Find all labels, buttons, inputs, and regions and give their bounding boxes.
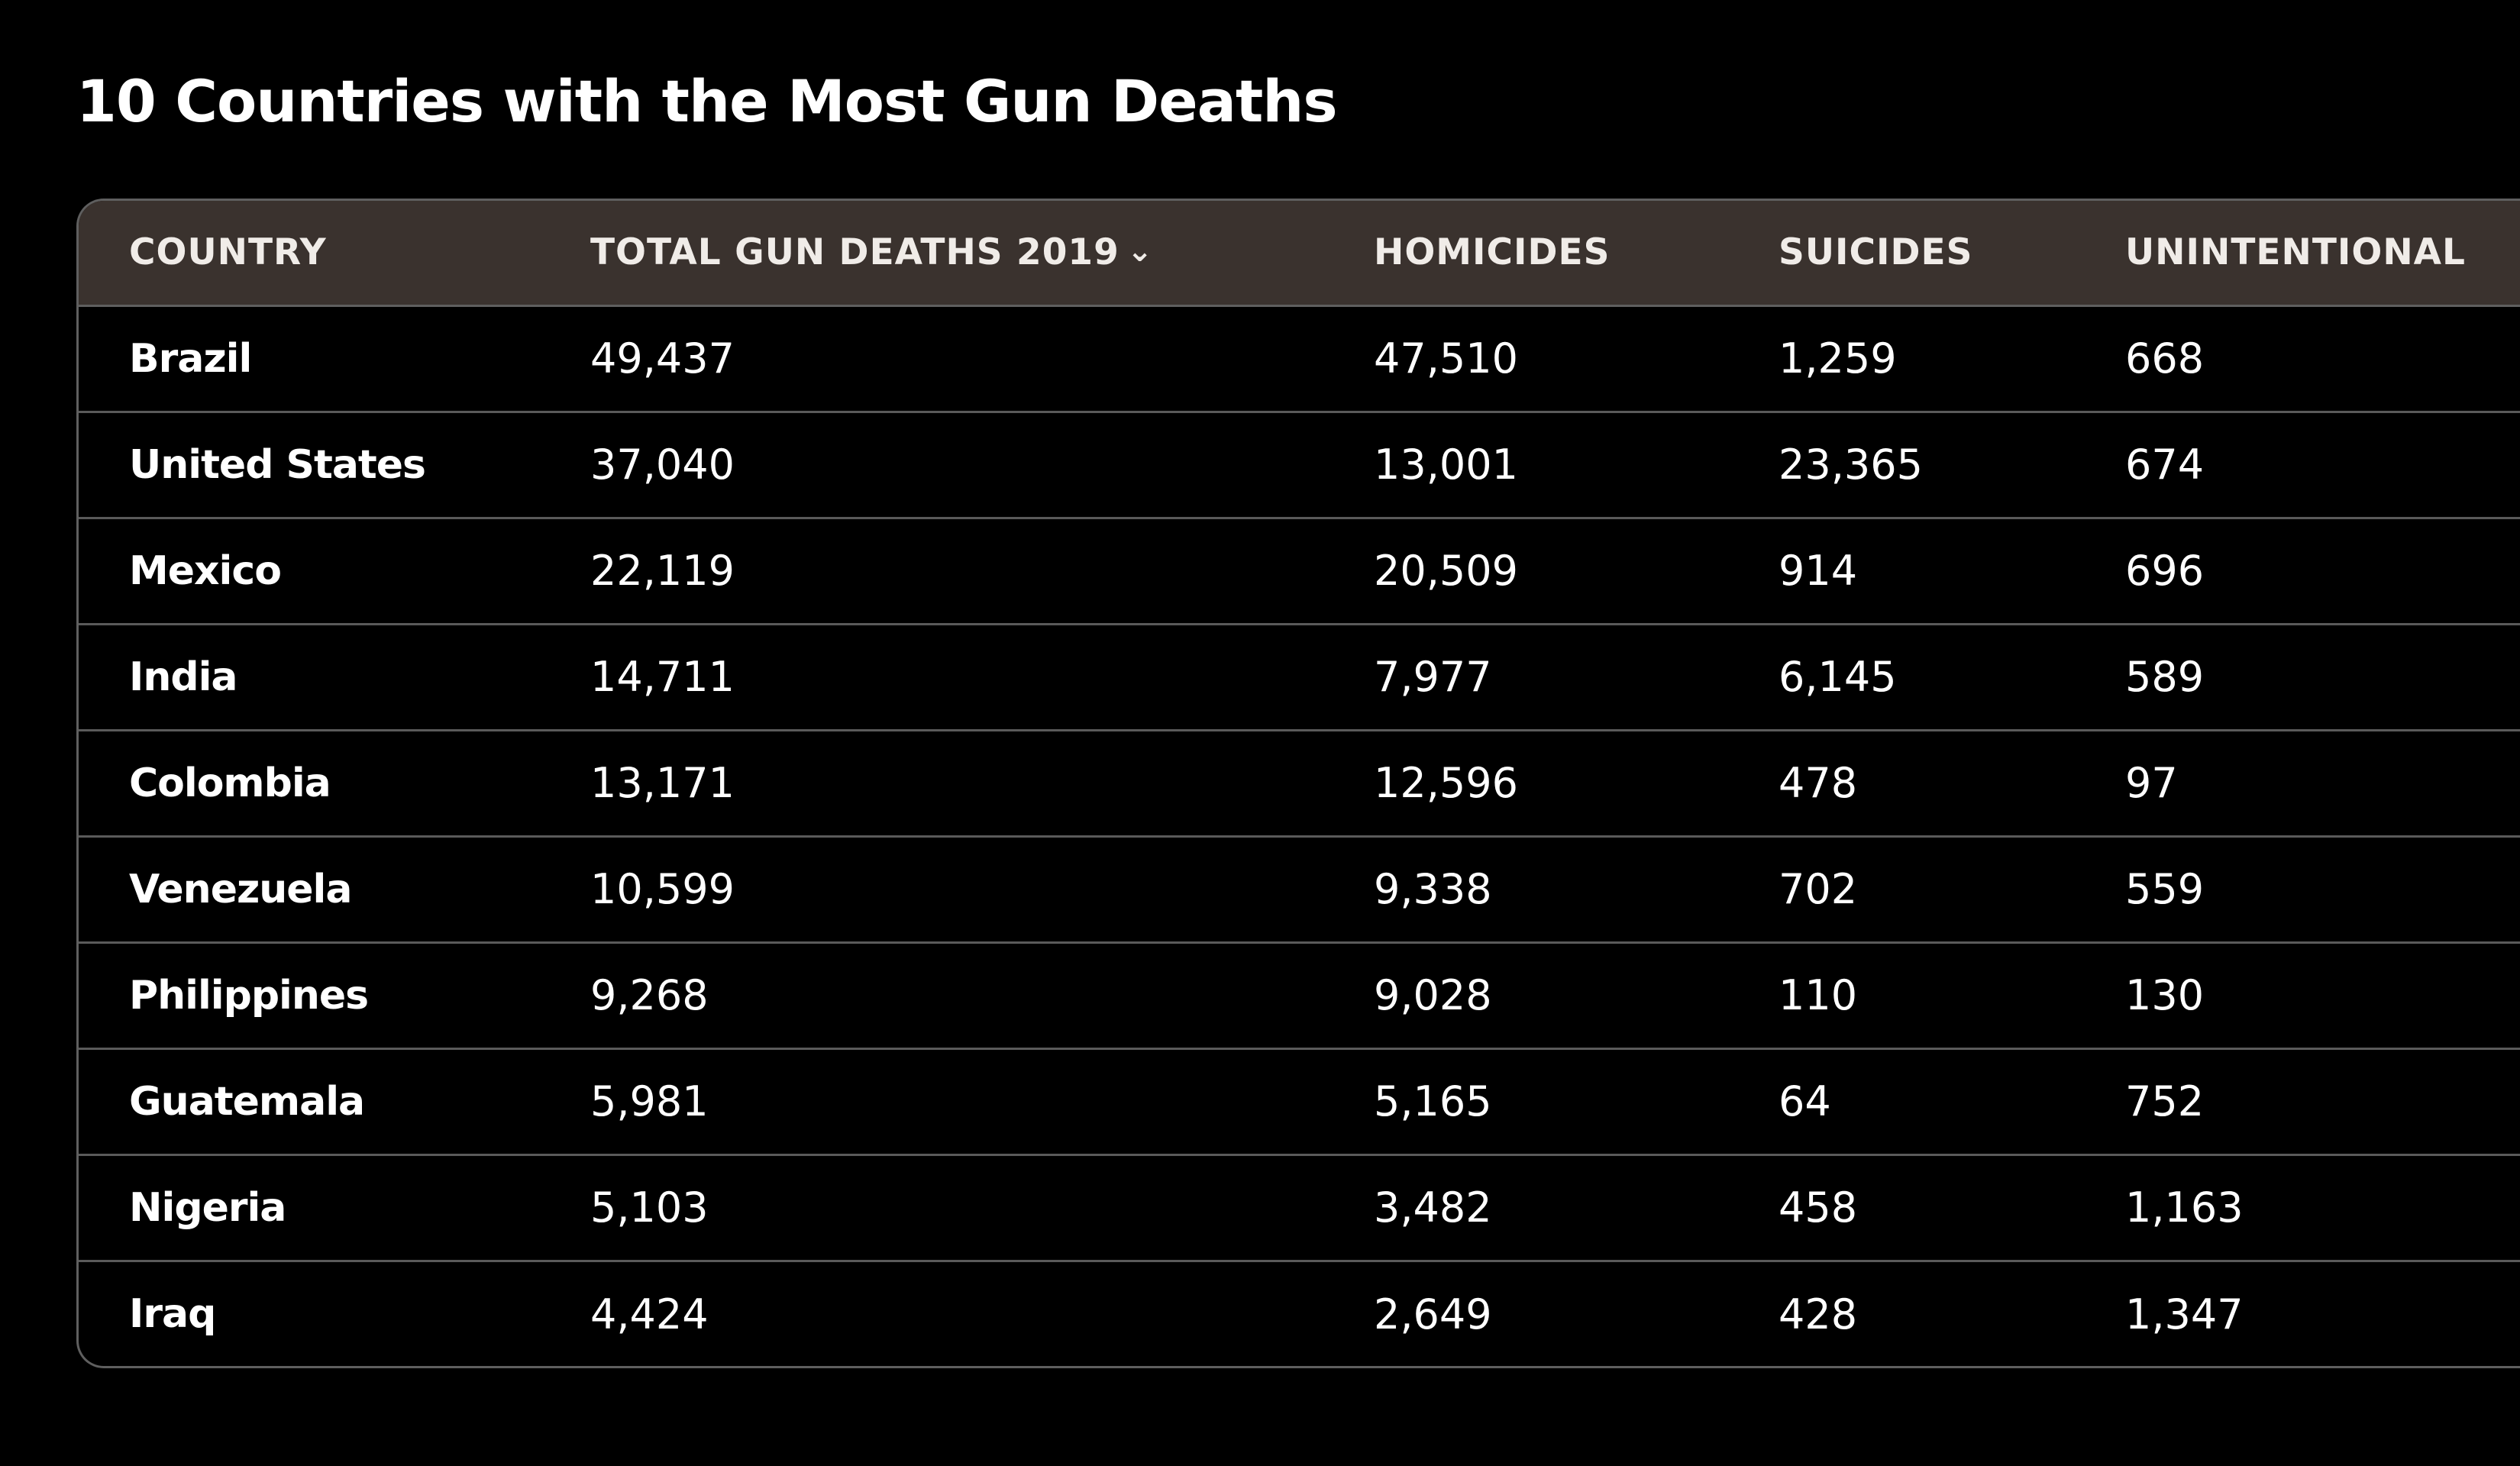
header-total-gun-deaths[interactable]: TOTAL GUN DEATHS 2019 ⌄	[540, 201, 1323, 307]
table-row: United States 37,040 13,001 23,365 674	[79, 410, 2520, 518]
cell-country: Mexico	[79, 516, 540, 624]
table-row: Brazil 49,437 47,510 1,259 668	[79, 305, 2520, 412]
cell-unintentional: 696	[2075, 516, 2520, 624]
cell-country: Iraq	[79, 1259, 540, 1366]
cell-country: Guatemala	[79, 1047, 540, 1154]
table-row: Iraq 4,424 2,649 428 1,347	[79, 1259, 2520, 1366]
cell-unintentional: 1,163	[2075, 1153, 2520, 1261]
cell-homicides: 2,649	[1323, 1259, 1728, 1366]
chevron-down-icon[interactable]: ⌄	[1126, 234, 1154, 270]
cell-suicides: 914	[1728, 516, 2075, 624]
cell-total-gun-deaths: 22,119	[540, 516, 1323, 624]
cell-total-gun-deaths: 14,711	[540, 622, 1323, 730]
header-unintentional-label: UNINTENTIONAL	[2125, 231, 2466, 274]
cell-unintentional: 674	[2075, 410, 2520, 518]
cell-suicides: 64	[1728, 1047, 2075, 1154]
cell-homicides: 9,028	[1323, 941, 1728, 1048]
cell-homicides: 20,509	[1323, 516, 1728, 624]
cell-country: Nigeria	[79, 1153, 540, 1261]
cell-suicides: 478	[1728, 728, 2075, 836]
header-total-label: TOTAL GUN DEATHS 2019	[590, 231, 1119, 274]
cell-country: United States	[79, 410, 540, 518]
table-row: Venezuela 10,599 9,338 702 559	[79, 835, 2520, 942]
table-body: Brazil 49,437 47,510 1,259 668 United States 3…	[79, 305, 2520, 1366]
table-row: Mexico 22,119 20,509 914 696	[79, 516, 2520, 624]
cell-homicides: 3,482	[1323, 1153, 1728, 1261]
cell-unintentional: 1,347	[2075, 1259, 2520, 1366]
table-row: India 14,711 7,977 6,145 589	[79, 622, 2520, 730]
cell-homicides: 5,165	[1323, 1047, 1728, 1154]
cell-unintentional: 752	[2075, 1047, 2520, 1154]
header-unintentional[interactable]: UNINTENTIONAL	[2075, 201, 2520, 307]
cell-total-gun-deaths: 4,424	[540, 1259, 1323, 1366]
cell-suicides: 458	[1728, 1153, 2075, 1261]
cell-suicides: 702	[1728, 835, 2075, 942]
table-header-row: COUNTRY TOTAL GUN DEATHS 2019 ⌄ HOMICIDES…	[79, 201, 2520, 307]
cell-country: Colombia	[79, 728, 540, 836]
cell-homicides: 7,977	[1323, 622, 1728, 730]
gun-deaths-table-container: COUNTRY TOTAL GUN DEATHS 2019 ⌄ HOMICIDES…	[76, 199, 2520, 1368]
cell-total-gun-deaths: 5,103	[540, 1153, 1323, 1261]
cell-country: Philippines	[79, 941, 540, 1048]
table-row: Guatemala 5,981 5,165 64 752	[79, 1047, 2520, 1154]
table-row: Nigeria 5,103 3,482 458 1,163	[79, 1153, 2520, 1261]
cell-total-gun-deaths: 9,268	[540, 941, 1323, 1048]
header-homicides[interactable]: HOMICIDES	[1323, 201, 1728, 307]
cell-total-gun-deaths: 5,981	[540, 1047, 1323, 1154]
gun-deaths-table: COUNTRY TOTAL GUN DEATHS 2019 ⌄ HOMICIDES…	[79, 201, 2520, 1366]
cell-unintentional: 589	[2075, 622, 2520, 730]
table-row: Philippines 9,268 9,028 110 130	[79, 941, 2520, 1048]
cell-suicides: 23,365	[1728, 410, 2075, 518]
cell-suicides: 110	[1728, 941, 2075, 1048]
header-homicides-label: HOMICIDES	[1374, 231, 1611, 274]
cell-unintentional: 668	[2125, 334, 2205, 383]
cell-total-gun-deaths: 13,171	[540, 728, 1323, 836]
header-suicides-label: SUICIDES	[1779, 231, 1973, 274]
cell-suicides: 6,145	[1728, 622, 2075, 730]
page-title: 10 Countries with the Most Gun Deaths	[76, 67, 1338, 135]
cell-unintentional: 97	[2075, 728, 2520, 836]
cell-country: Brazil	[129, 335, 252, 382]
header-suicides[interactable]: SUICIDES	[1728, 201, 2075, 307]
cell-homicides: 12,596	[1323, 728, 1728, 836]
cell-country: Venezuela	[79, 835, 540, 942]
cell-homicides: 13,001	[1323, 410, 1728, 518]
table-row: Colombia 13,171 12,596 478 97	[79, 728, 2520, 836]
cell-suicides: 428	[1728, 1259, 2075, 1366]
cell-suicides: 1,259	[1779, 334, 1897, 383]
cell-total-gun-deaths: 10,599	[540, 835, 1323, 942]
cell-total-gun-deaths: 49,437	[590, 334, 735, 383]
cell-homicides: 47,510	[1374, 334, 1518, 383]
cell-country: India	[79, 622, 540, 730]
header-country-label: COUNTRY	[129, 231, 327, 274]
cell-unintentional: 130	[2075, 941, 2520, 1048]
header-country[interactable]: COUNTRY	[79, 201, 540, 307]
cell-unintentional: 559	[2075, 835, 2520, 942]
cell-homicides: 9,338	[1323, 835, 1728, 942]
cell-total-gun-deaths: 37,040	[540, 410, 1323, 518]
